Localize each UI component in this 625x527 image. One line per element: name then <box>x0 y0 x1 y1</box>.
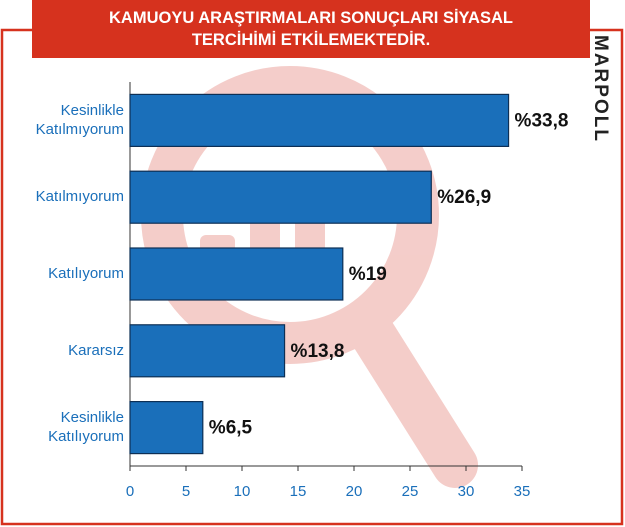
x-tick-label: 25 <box>402 483 419 500</box>
y-tick-label: Kesinlikle Katılıyorum <box>48 409 124 445</box>
x-tick-label: 20 <box>346 483 363 500</box>
bar <box>129 93 510 148</box>
x-tick-label: 10 <box>234 483 251 500</box>
bar <box>129 247 344 301</box>
value-label: %33,8 <box>515 110 569 131</box>
y-tick-label: Katılıyorum <box>48 265 124 282</box>
value-label: %26,9 <box>437 187 491 208</box>
logo: MARPOLL <box>590 35 611 143</box>
x-tick-label: 15 <box>290 483 307 500</box>
y-tick-label: Kararsız <box>68 342 124 359</box>
y-tick-label: Kesinlikle Katılmıyorum <box>36 102 124 138</box>
value-label: %6,5 <box>209 418 253 439</box>
value-label: %19 <box>349 264 387 285</box>
x-tick-label: 5 <box>182 483 190 500</box>
x-tick-label: 30 <box>458 483 475 500</box>
x-tick-label: 0 <box>126 483 134 500</box>
bar <box>129 401 204 455</box>
bar <box>129 324 286 378</box>
y-tick-label: Katılmıyorum <box>36 188 124 205</box>
chart-title: KAMUOYU ARAŞTIRMALARI SONUÇLARI SİYASAL … <box>32 0 590 58</box>
bar <box>129 170 432 224</box>
x-tick-label: 35 <box>514 483 531 500</box>
value-label: %13,8 <box>291 341 345 362</box>
